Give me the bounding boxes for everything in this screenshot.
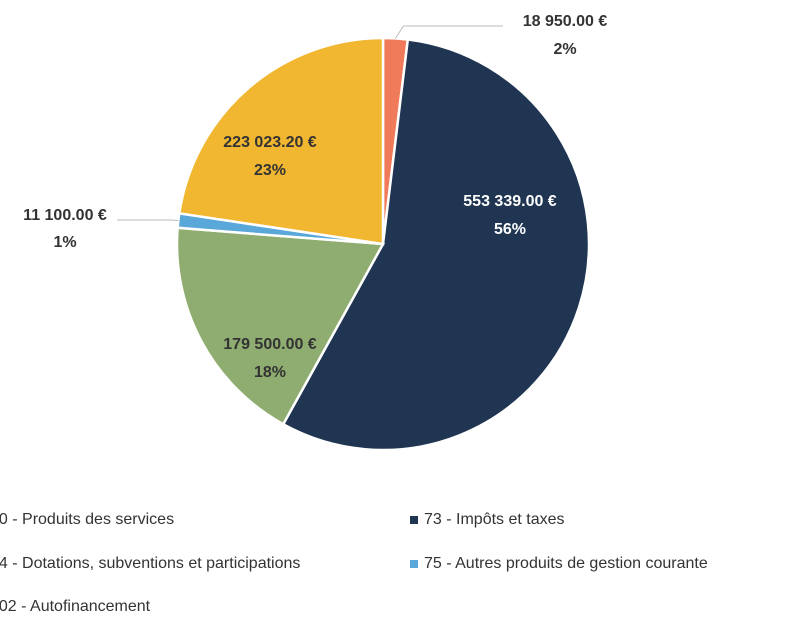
- percent-label: 56%: [494, 221, 526, 238]
- legend-swatch: [410, 516, 418, 524]
- value-label: 18 950.00 €: [523, 13, 608, 30]
- value-label: 223 023.20 €: [223, 134, 317, 151]
- pie-slice: [175, 226, 386, 426]
- value-label: 11 100.00 €: [23, 207, 107, 224]
- percent-label: 1%: [53, 234, 76, 251]
- percent-label: 2%: [553, 41, 576, 58]
- legend-label: 002 - Autofinancement: [0, 598, 151, 615]
- value-label: 179 500.00 €: [223, 336, 317, 353]
- legend-label: 75 - Autres produits de gestion courante: [424, 555, 708, 572]
- legend-label: 73 - Impôts et taxes: [424, 511, 565, 528]
- legend-label: 74 - Dotations, subventions et participa…: [0, 555, 300, 572]
- leader-line: [395, 25, 503, 39]
- percent-label: 18%: [254, 364, 286, 381]
- legend-swatch: [410, 560, 418, 568]
- legend-label: 70 - Produits des services: [0, 511, 174, 528]
- pie-slice: [281, 38, 591, 452]
- value-label: 553 339.00 €: [463, 193, 557, 210]
- percent-label: 23%: [254, 162, 286, 179]
- pie-slice: [177, 36, 385, 246]
- leader-line: [117, 219, 179, 222]
